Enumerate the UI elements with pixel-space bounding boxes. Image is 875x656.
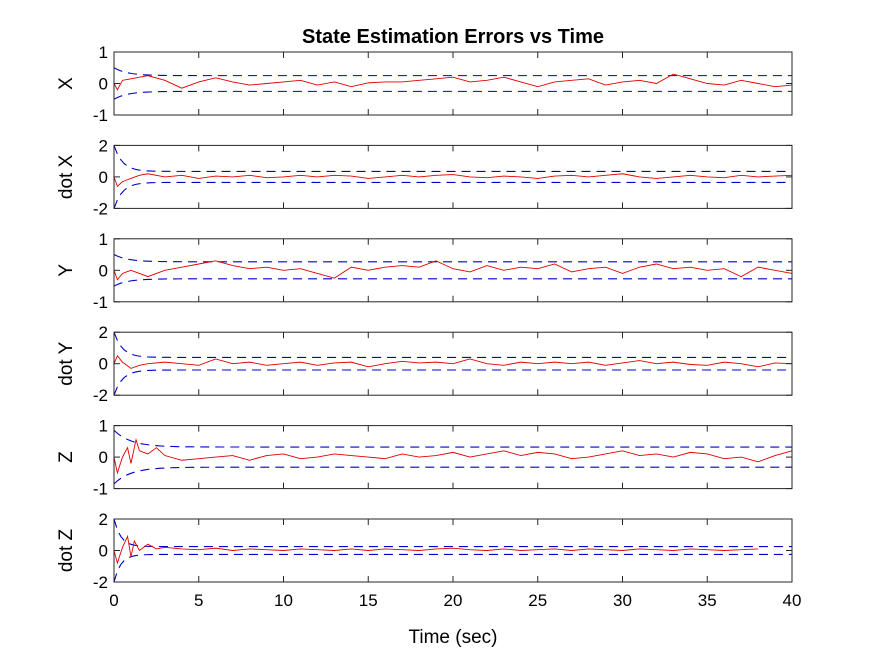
y-axis-label: dot X bbox=[56, 154, 77, 199]
y-tick-label: 0 bbox=[99, 261, 108, 280]
y-tick-label: -1 bbox=[93, 480, 108, 499]
y-axis-label: Y bbox=[56, 264, 77, 277]
y-tick-label: 1 bbox=[99, 417, 108, 436]
chart-title: State Estimation Errors vs Time bbox=[302, 26, 604, 48]
y-tick-label: 1 bbox=[99, 230, 108, 249]
subplots: 1 0 -1 X 2 0 -2 dot X 1 0 -1 Y 2 0 -2 dot Y 1 0 -1 Z 2 0 -2 dot… bbox=[56, 43, 793, 592]
y-axis-label: dot Z bbox=[56, 528, 77, 572]
upper-bound-line bbox=[113, 67, 792, 77]
y-tick-label: 0 bbox=[99, 355, 108, 374]
x-tick-label: 0 bbox=[109, 591, 118, 610]
y-tick-label: -2 bbox=[93, 199, 108, 218]
lower-bound-line bbox=[113, 90, 792, 100]
x-axis-label: Time (sec) bbox=[408, 627, 497, 648]
axes-frame bbox=[113, 238, 793, 303]
x-axis-ticks: 0 5 10 15 20 25 30 35 40 bbox=[109, 591, 801, 610]
y-tick-label: 2 bbox=[99, 323, 108, 342]
x-tick-label: 30 bbox=[613, 591, 632, 610]
x-tick-label: 20 bbox=[444, 591, 463, 610]
y-tick-label: -1 bbox=[93, 106, 108, 125]
x-tick-label: 5 bbox=[194, 591, 203, 610]
y-axis-label: X bbox=[56, 77, 77, 90]
x-tick-label: 10 bbox=[274, 591, 293, 610]
error-line bbox=[113, 173, 793, 188]
x-tick-label: 15 bbox=[359, 591, 378, 610]
subplot-5: 1 0 -1 Z bbox=[56, 417, 793, 499]
subplot-2: 2 0 -2 dot X bbox=[56, 136, 793, 218]
lower-bound-line bbox=[113, 369, 792, 396]
upper-bound-line bbox=[113, 254, 792, 263]
y-axis-label: dot Y bbox=[56, 341, 77, 385]
upper-bound-line bbox=[113, 145, 792, 172]
y-tick-label: 0 bbox=[99, 75, 108, 94]
x-tick-label: 40 bbox=[783, 591, 802, 610]
axes-frame bbox=[113, 518, 793, 583]
x-tick-label: 35 bbox=[698, 591, 717, 610]
y-tick-label: 1 bbox=[99, 43, 108, 62]
y-tick-label: 2 bbox=[99, 136, 108, 155]
error-line bbox=[113, 73, 793, 91]
error-line bbox=[113, 354, 793, 369]
axes-frame bbox=[113, 51, 793, 116]
lower-bound-line bbox=[113, 466, 792, 485]
error-line bbox=[113, 438, 793, 475]
error-line bbox=[113, 260, 793, 281]
subplot-6: 2 0 -2 dot Z bbox=[56, 510, 793, 592]
x-tick-label: 25 bbox=[528, 591, 547, 610]
subplot-1: 1 0 -1 X bbox=[56, 43, 793, 125]
error-line bbox=[113, 534, 759, 565]
subplot-4: 2 0 -2 dot Y bbox=[56, 323, 793, 405]
y-tick-label: -2 bbox=[93, 573, 108, 592]
lower-bound-line bbox=[113, 553, 792, 583]
y-tick-label: 0 bbox=[99, 542, 108, 561]
upper-bound-line bbox=[113, 331, 792, 358]
y-tick-label: 2 bbox=[99, 510, 108, 529]
upper-bound-line bbox=[113, 429, 792, 448]
lower-bound-line bbox=[113, 181, 792, 209]
y-tick-label: -2 bbox=[93, 386, 108, 405]
subplot-3: 1 0 -1 Y bbox=[56, 230, 793, 312]
upper-bound-line bbox=[113, 518, 792, 548]
y-tick-label: -1 bbox=[93, 293, 108, 312]
y-axis-label: Z bbox=[56, 451, 77, 463]
axes-frame bbox=[113, 144, 793, 209]
lower-bound-line bbox=[113, 278, 792, 287]
y-tick-label: 0 bbox=[99, 168, 108, 187]
y-tick-label: 0 bbox=[99, 448, 108, 467]
